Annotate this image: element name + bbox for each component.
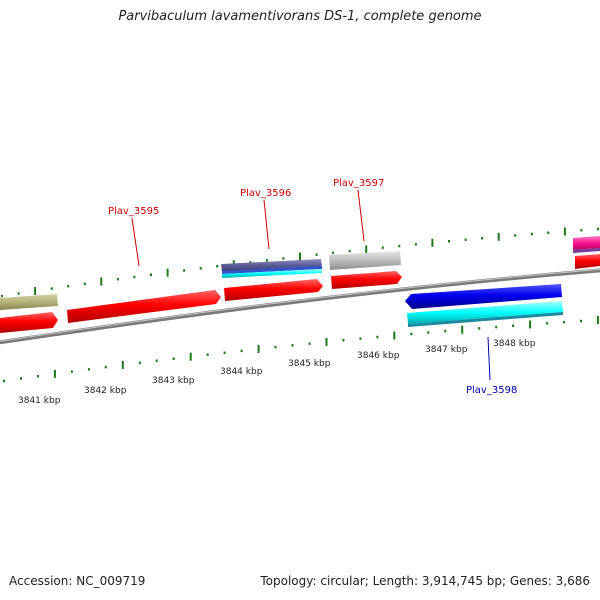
feature-plav-3596-blue xyxy=(222,266,322,274)
cds-forward-right xyxy=(575,254,600,269)
cds-plav-3598 xyxy=(405,284,562,309)
tick-label: 3846 kbp xyxy=(357,351,400,361)
topology-summary: Topology: circular; Length: 3,914,745 bp… xyxy=(260,574,590,588)
cds-plav-3596 xyxy=(224,279,323,301)
gene-labels: Plav_3595 Plav_3596 Plav_3597 Plav_3598 xyxy=(108,178,517,396)
tick-label: 3847 kbp xyxy=(425,345,468,355)
tick-label-group: 3841 kbp 3842 kbp 3843 kbp 3844 kbp 3845… xyxy=(18,339,536,406)
leader-plav-3595 xyxy=(131,217,140,267)
gene-label-plav-3595[interactable]: Plav_3595 xyxy=(108,206,159,217)
gene-label-plav-3598[interactable]: Plav_3598 xyxy=(466,385,517,396)
leader-plav-3596 xyxy=(263,199,270,250)
feature-plav-3596-cyan xyxy=(222,269,322,278)
accession-label: Accession: NC_009719 xyxy=(9,574,146,588)
olive-feature xyxy=(0,294,58,310)
tick-label: 3845 kbp xyxy=(288,359,331,369)
feature-track-lower xyxy=(405,284,563,327)
feature-track-upper xyxy=(0,236,600,333)
gene-label-plav-3597[interactable]: Plav_3597 xyxy=(333,178,384,189)
feature-plav-3598-cyan-edge xyxy=(408,312,563,327)
cds-plav-3597 xyxy=(331,271,402,289)
feature-plav-3596-purple xyxy=(221,259,322,272)
leader-plav-3597 xyxy=(357,189,365,242)
magenta-feature xyxy=(573,236,600,250)
cds-plav-3595 xyxy=(67,290,221,323)
gene-label-plav-3596[interactable]: Plav_3596 xyxy=(240,188,291,199)
tick-label: 3841 kbp xyxy=(18,396,61,406)
map-title: Parvibaculum lavamentivorans DS-1, compl… xyxy=(118,9,482,24)
feature-plav-3598-cyan xyxy=(407,301,563,324)
tick-label: 3848 kbp xyxy=(493,339,536,349)
leader-plav-3598 xyxy=(487,336,491,381)
tick-label: 3843 kbp xyxy=(152,376,195,386)
genome-backbone xyxy=(0,268,600,345)
tick-label: 3844 kbp xyxy=(220,367,263,377)
feature-plav-3597-gray xyxy=(329,251,401,270)
magenta-feature-stripe xyxy=(573,248,600,253)
genome-backbone-highlight xyxy=(0,268,600,342)
inner-tick-row xyxy=(3,316,599,383)
cds-forward-left xyxy=(0,312,58,333)
tick-label: 3842 kbp xyxy=(84,386,127,396)
